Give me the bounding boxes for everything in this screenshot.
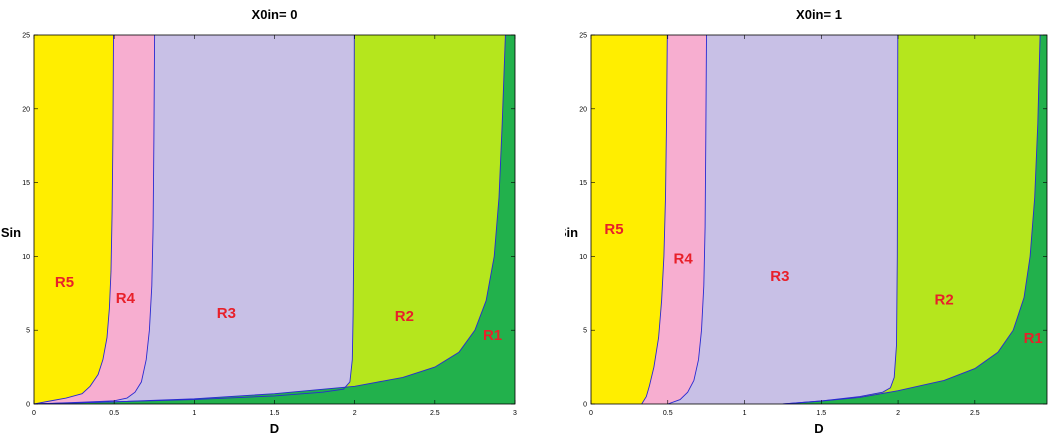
boundary-r5-r4: [34, 35, 114, 404]
x-tick-label: 0: [589, 410, 593, 417]
boundary-r2-r1: [782, 35, 1041, 404]
region-r1: [782, 35, 1047, 404]
region-label-r2: R2: [395, 308, 414, 325]
chart-title: X0in= 0: [252, 7, 298, 22]
region-label-r1: R1: [483, 327, 502, 344]
region-label-r5: R5: [55, 274, 74, 291]
x-tick-label: 2.5: [970, 410, 980, 417]
region-label-r4: R4: [116, 290, 136, 307]
x-tick-label: 2: [353, 410, 357, 417]
region-label-r3: R3: [770, 268, 789, 285]
plot-area: [591, 35, 1047, 404]
region-label-r5: R5: [604, 221, 623, 238]
boundary-r4-r3: [34, 35, 156, 404]
y-tick-label: 15: [22, 180, 30, 187]
boundary-r4-r3: [667, 35, 707, 404]
x-tick-label: 0.5: [663, 410, 673, 417]
region-label-r4: R4: [674, 250, 694, 267]
region-r1: [34, 35, 515, 404]
x-tick-label: 2: [896, 410, 900, 417]
region-r4: [34, 35, 155, 404]
y-tick-label: 15: [579, 180, 587, 187]
y-tick-label: 5: [26, 328, 30, 335]
x-tick-label: 1: [743, 410, 747, 417]
y-axis-label: Sin: [565, 225, 578, 240]
y-tick-label: 0: [26, 402, 30, 409]
y-tick-label: 5: [583, 328, 587, 335]
region-r3: [34, 35, 355, 404]
boundary-r2-r1: [34, 35, 506, 404]
x-tick-label: 0.5: [109, 410, 119, 417]
x-axis-label: D: [270, 421, 279, 436]
region-label-r2: R2: [935, 292, 954, 309]
region-r2: [782, 35, 1041, 404]
y-tick-label: 20: [22, 106, 30, 113]
y-tick-label: 25: [22, 33, 30, 40]
y-tick-label: 10: [579, 254, 587, 261]
x-tick-label: 1: [192, 410, 196, 417]
x-tick-label: 0: [32, 410, 36, 417]
chart-panel-x0in-1: R5 R4 R3 R2 R1 0 0.5 1 1.5 2 2.5 0 5 10 15 20 25 X0in= 1 D…: [558, 0, 1050, 440]
x-tick-label: 1.5: [270, 410, 280, 417]
chart-title: X0in= 1: [796, 7, 842, 22]
chart-panel-x0in-0: R5 R4 R3 R2 R1 0 0.5 1 1.5 2 2.5 3 0 5 10 15 20 25 X0in= 0…: [0, 0, 520, 440]
region-r2: [34, 35, 506, 404]
region-r3: [667, 35, 898, 404]
y-tick-label: 0: [583, 402, 587, 409]
x-tick-label: 2.5: [430, 410, 440, 417]
x-tick-label: 1.5: [816, 410, 826, 417]
x-axis-label: D: [814, 421, 823, 436]
y-tick-label: 10: [22, 254, 30, 261]
plot-area: [34, 35, 515, 404]
region-r5: [34, 35, 114, 404]
chart-svg-x0in-0: R5 R4 R3 R2 R1 0 0.5 1 1.5 2 2.5 3 0 5 10 15 20 25 X0in= 0…: [1, 7, 517, 436]
boundary-r3-r2: [34, 35, 355, 404]
y-tick-label: 20: [579, 106, 587, 113]
y-tick-label: 25: [579, 33, 587, 40]
region-r5: [591, 35, 668, 404]
region-label-r3: R3: [217, 305, 236, 322]
axes-frame: [590, 34, 1048, 405]
x-tick-label: 3: [513, 410, 517, 417]
region-label-r1: R1: [1024, 330, 1043, 347]
chart-svg-x0in-1: R5 R4 R3 R2 R1 0 0.5 1 1.5 2 2.5 0 5 10 15 20 25 X0in= 1 D…: [558, 7, 1048, 436]
y-axis-label: Sin: [1, 225, 21, 240]
boundary-r5-r4: [641, 35, 668, 404]
region-r4: [641, 35, 707, 404]
